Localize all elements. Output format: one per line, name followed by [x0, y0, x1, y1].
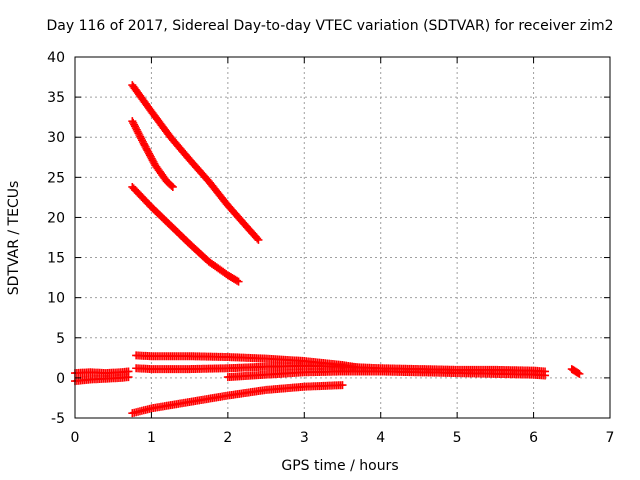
axis-ticks: 0 1 2 3 4 5 6 7 -5 0 5 10 15 20 25 30 35 40	[47, 50, 614, 446]
series-trace	[128, 81, 263, 244]
y-tick-label: 35	[47, 90, 65, 106]
y-tick-label: 10	[47, 291, 65, 307]
x-tick-label: 3	[300, 430, 309, 446]
x-tick-label: 6	[529, 430, 538, 446]
series-trace	[71, 367, 133, 378]
data-point	[575, 369, 584, 378]
data-point	[233, 276, 242, 285]
x-tick-label: 0	[71, 430, 80, 446]
series-trace	[128, 117, 177, 191]
data-point	[254, 235, 263, 244]
x-axis-label: GPS time / hours	[281, 458, 398, 474]
series-trace	[128, 381, 347, 418]
x-tick-label: 5	[453, 430, 462, 446]
series-trace	[128, 182, 243, 286]
x-tick-label: 1	[147, 430, 156, 446]
y-tick-label: -5	[51, 411, 65, 427]
data-point	[167, 181, 176, 190]
data-point	[541, 371, 550, 380]
x-tick-label: 2	[223, 430, 232, 446]
y-tick-label: 30	[47, 130, 65, 146]
series-trace	[223, 367, 550, 382]
x-tick-label: 7	[606, 430, 615, 446]
series-trace	[71, 373, 133, 386]
y-tick-label: 20	[47, 210, 65, 226]
y-tick-label: 15	[47, 251, 65, 267]
data-point	[234, 277, 243, 286]
data-point	[338, 381, 347, 390]
y-tick-label: 40	[47, 50, 65, 66]
chart-title: Day 116 of 2017, Sidereal Day-to-day VTE…	[47, 18, 614, 34]
data-point	[253, 234, 262, 243]
x-tick-label: 4	[376, 430, 385, 446]
series-trace	[567, 365, 584, 378]
y-axis-label: SDTVAR / TECUs	[6, 181, 22, 296]
y-tick-label: 5	[56, 331, 65, 347]
plot-frame	[74, 56, 611, 419]
y-tick-label: 25	[47, 170, 65, 186]
y-tick-label: 0	[56, 371, 65, 387]
data-point	[574, 369, 583, 378]
data-series	[71, 81, 584, 418]
series-trace	[132, 351, 362, 372]
data-point	[124, 373, 133, 382]
data-point	[168, 182, 177, 191]
